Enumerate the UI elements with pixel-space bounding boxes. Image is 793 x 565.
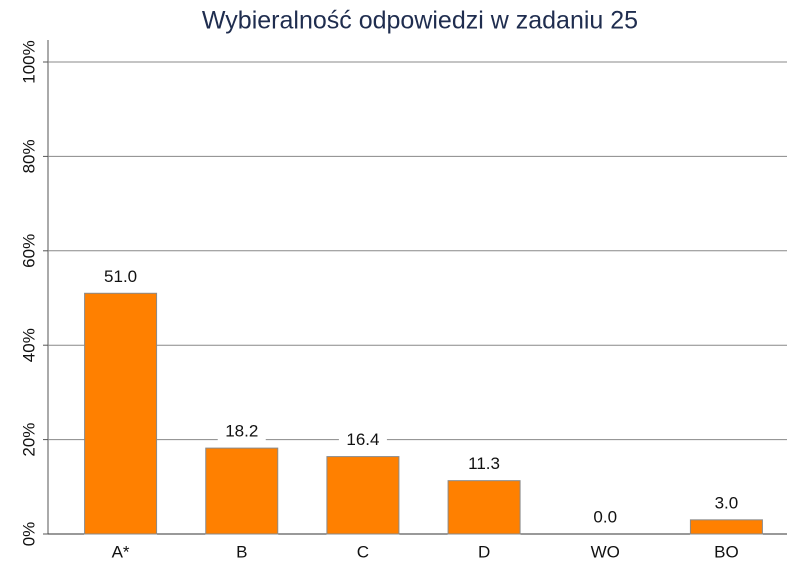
y-tick-label: 40% bbox=[19, 328, 38, 362]
y-tick-label: 100% bbox=[19, 40, 38, 83]
bar bbox=[326, 456, 400, 535]
bar bbox=[205, 447, 279, 535]
value-label: 0.0 bbox=[593, 507, 617, 526]
x-tick-label: D bbox=[478, 542, 490, 561]
y-tick-label: 20% bbox=[19, 423, 38, 457]
value-label-bg bbox=[338, 430, 387, 451]
x-tick-label: WO bbox=[591, 542, 620, 561]
y-tick-label: 60% bbox=[19, 234, 38, 268]
value-label-bg bbox=[581, 508, 630, 528]
value-label: 18.2 bbox=[225, 422, 258, 441]
y-tick-label: 80% bbox=[19, 139, 38, 173]
value-label: 51.0 bbox=[104, 267, 137, 286]
value-label-bg bbox=[702, 493, 751, 514]
x-tick-label: B bbox=[236, 542, 247, 561]
value-label: 11.3 bbox=[468, 454, 500, 473]
y-tick-label: 0% bbox=[19, 522, 38, 547]
value-label-bg bbox=[460, 454, 509, 475]
x-tick-label: C bbox=[357, 542, 369, 561]
value-label: 16.4 bbox=[346, 430, 379, 449]
x-tick-label: A* bbox=[112, 542, 130, 561]
bar bbox=[447, 480, 521, 535]
chart-title: Wybieralność odpowiedzi w zadaniu 25 bbox=[202, 7, 638, 35]
value-label-bg bbox=[96, 267, 145, 288]
value-label-bg bbox=[217, 422, 266, 443]
value-label: 3.0 bbox=[715, 493, 739, 512]
bar bbox=[84, 292, 158, 535]
x-tick-label: BO bbox=[714, 542, 739, 561]
bar bbox=[689, 519, 763, 535]
